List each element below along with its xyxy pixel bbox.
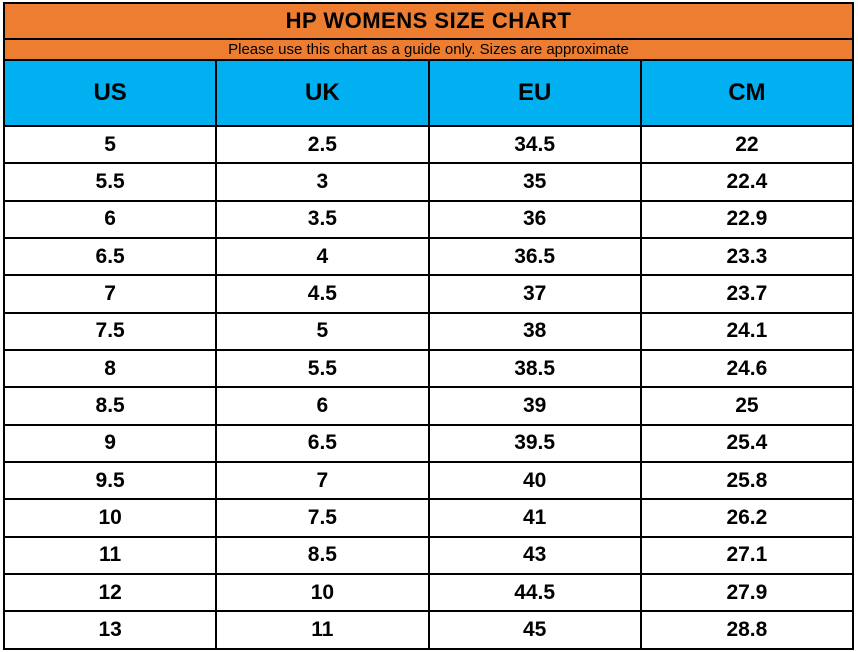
size-cell: 25.4 [639,423,855,464]
table-row: 10 7.5 41 26.2 [2,498,855,538]
size-cell: 5 [2,124,218,165]
table-row: 12 10 44.5 27.9 [2,573,855,613]
table-row: 11 8.5 43 27.1 [2,535,855,576]
size-cell: 22 [639,124,855,165]
size-cell: 10 [2,498,218,538]
size-cell: 5.5 [215,349,430,389]
table-row: 8.5 6 39 25 [2,386,855,426]
size-cell: 6 [2,199,218,240]
size-cell: 35 [427,162,642,202]
subtitle-row: Please use this chart as a guide only. S… [3,38,854,61]
size-cell: 23.7 [639,274,855,314]
size-cell: 38.5 [427,349,642,389]
size-cell: 5.5 [2,162,218,202]
size-cell: 27.1 [639,535,855,576]
table-row: 6.5 4 36.5 23.3 [2,237,855,277]
size-cell: 3.5 [215,199,430,240]
title-row: HP WOMENS SIZE CHART [3,2,854,40]
table-row: 6 3.5 36 22.9 [2,199,855,240]
table-body: 5 2.5 34.5 22 5.5 3 35 22.4 6 3.5 36 22.9 6.5 4 36.5 23… [2,124,855,650]
size-cell: 28.8 [639,610,855,650]
table-row: 5.5 3 35 22.4 [2,162,855,202]
size-cell: 39 [427,386,642,426]
size-cell: 6 [215,386,430,426]
size-cell: 3 [215,162,430,202]
size-cell: 6.5 [215,423,430,464]
size-cell: 7 [2,274,218,314]
column-header-eu: EU [427,59,642,127]
size-cell: 4 [215,237,430,277]
size-cell: 40 [427,461,642,501]
size-cell: 34.5 [427,124,642,165]
size-cell: 23.3 [639,237,855,277]
size-cell: 43 [427,535,642,576]
size-cell: 37 [427,274,642,314]
size-cell: 36.5 [427,237,642,277]
size-cell: 9 [2,423,218,464]
table-row: 9 6.5 39.5 25.4 [2,423,855,464]
size-cell: 11 [215,610,430,650]
size-cell: 24.1 [639,311,855,352]
column-header-uk: UK [215,59,430,127]
size-cell: 9.5 [2,461,218,501]
size-cell: 12 [2,573,218,613]
table-row: 5 2.5 34.5 22 [2,124,855,165]
subtitle-text: Please use this chart as a guide only. S… [3,38,854,61]
column-header-row: US UK EU CM [2,59,855,127]
size-cell: 36 [427,199,642,240]
size-cell: 25.8 [639,461,855,501]
size-cell: 13 [2,610,218,650]
size-cell: 6.5 [2,237,218,277]
column-header-us: US [2,59,218,127]
size-cell: 8.5 [215,535,430,576]
size-cell: 39.5 [427,423,642,464]
size-cell: 26.2 [639,498,855,538]
size-cell: 24.6 [639,349,855,389]
size-cell: 8 [2,349,218,389]
size-cell: 2.5 [215,124,430,165]
column-header-cm: CM [639,59,855,127]
size-cell: 22.4 [639,162,855,202]
size-cell: 25 [639,386,855,426]
size-cell: 38 [427,311,642,352]
size-cell: 7.5 [2,311,218,352]
table-row: 13 11 45 28.8 [2,610,855,650]
size-cell: 11 [2,535,218,576]
size-cell: 45 [427,610,642,650]
page-title: HP WOMENS SIZE CHART [3,2,854,40]
size-cell: 27.9 [639,573,855,613]
size-cell: 10 [215,573,430,613]
size-cell: 22.9 [639,199,855,240]
table-row: 8 5.5 38.5 24.6 [2,349,855,389]
size-cell: 41 [427,498,642,538]
size-cell: 4.5 [215,274,430,314]
table-row: 7.5 5 38 24.1 [2,311,855,352]
table-row: 7 4.5 37 23.7 [2,274,855,314]
size-cell: 5 [215,311,430,352]
size-cell: 7.5 [215,498,430,538]
table-row: 9.5 7 40 25.8 [2,461,855,501]
size-cell: 44.5 [427,573,642,613]
size-cell: 7 [215,461,430,501]
size-cell: 8.5 [2,386,218,426]
